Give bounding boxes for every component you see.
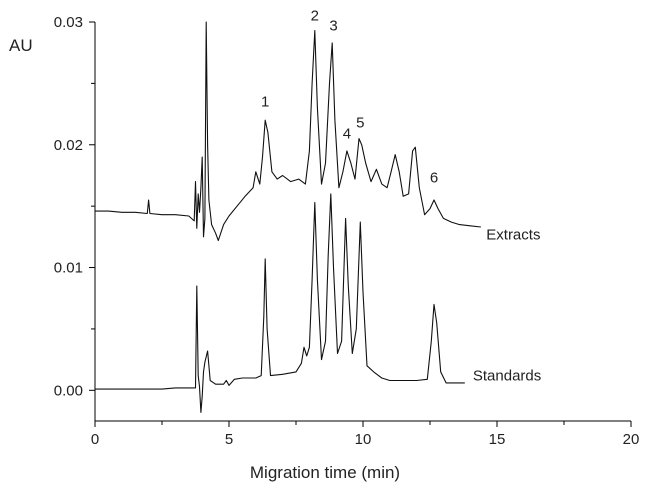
x-tick-label: 5 (225, 431, 233, 448)
y-tick-label: 0.02 (54, 137, 83, 154)
x-tick-label: 20 (623, 431, 640, 448)
trace-standards (95, 193, 465, 413)
ticks: 0 5 10 15 200.000.010.020.03 (54, 14, 640, 448)
peak-label-1: 1 (261, 93, 269, 110)
x-tick-label: 0 (91, 431, 99, 448)
x-tick-label: 15 (489, 431, 506, 448)
series-label-standards: Standards (473, 368, 541, 385)
series-label-extracts: Extracts (486, 226, 540, 243)
axis-frame (94, 22, 631, 422)
y-tick-label: 0.00 (54, 382, 83, 399)
traces (95, 21, 481, 413)
peak-label-5: 5 (356, 114, 364, 131)
peak-label-3: 3 (329, 17, 337, 34)
y-tick-label: 0.01 (54, 260, 83, 277)
peak-label-4: 4 (343, 125, 351, 142)
x-axis-title: Migration time (min) (250, 463, 400, 482)
peak-label-6: 6 (430, 170, 438, 187)
trace-extracts (95, 21, 481, 242)
y-axis-title: AU (9, 36, 33, 55)
labels: Extracts Standards 1 23 45 6 (261, 7, 541, 384)
x-tick-label: 10 (355, 431, 372, 448)
axes (94, 22, 631, 422)
peak-label-2: 2 (311, 7, 319, 24)
y-tick-label: 0.03 (54, 14, 83, 31)
